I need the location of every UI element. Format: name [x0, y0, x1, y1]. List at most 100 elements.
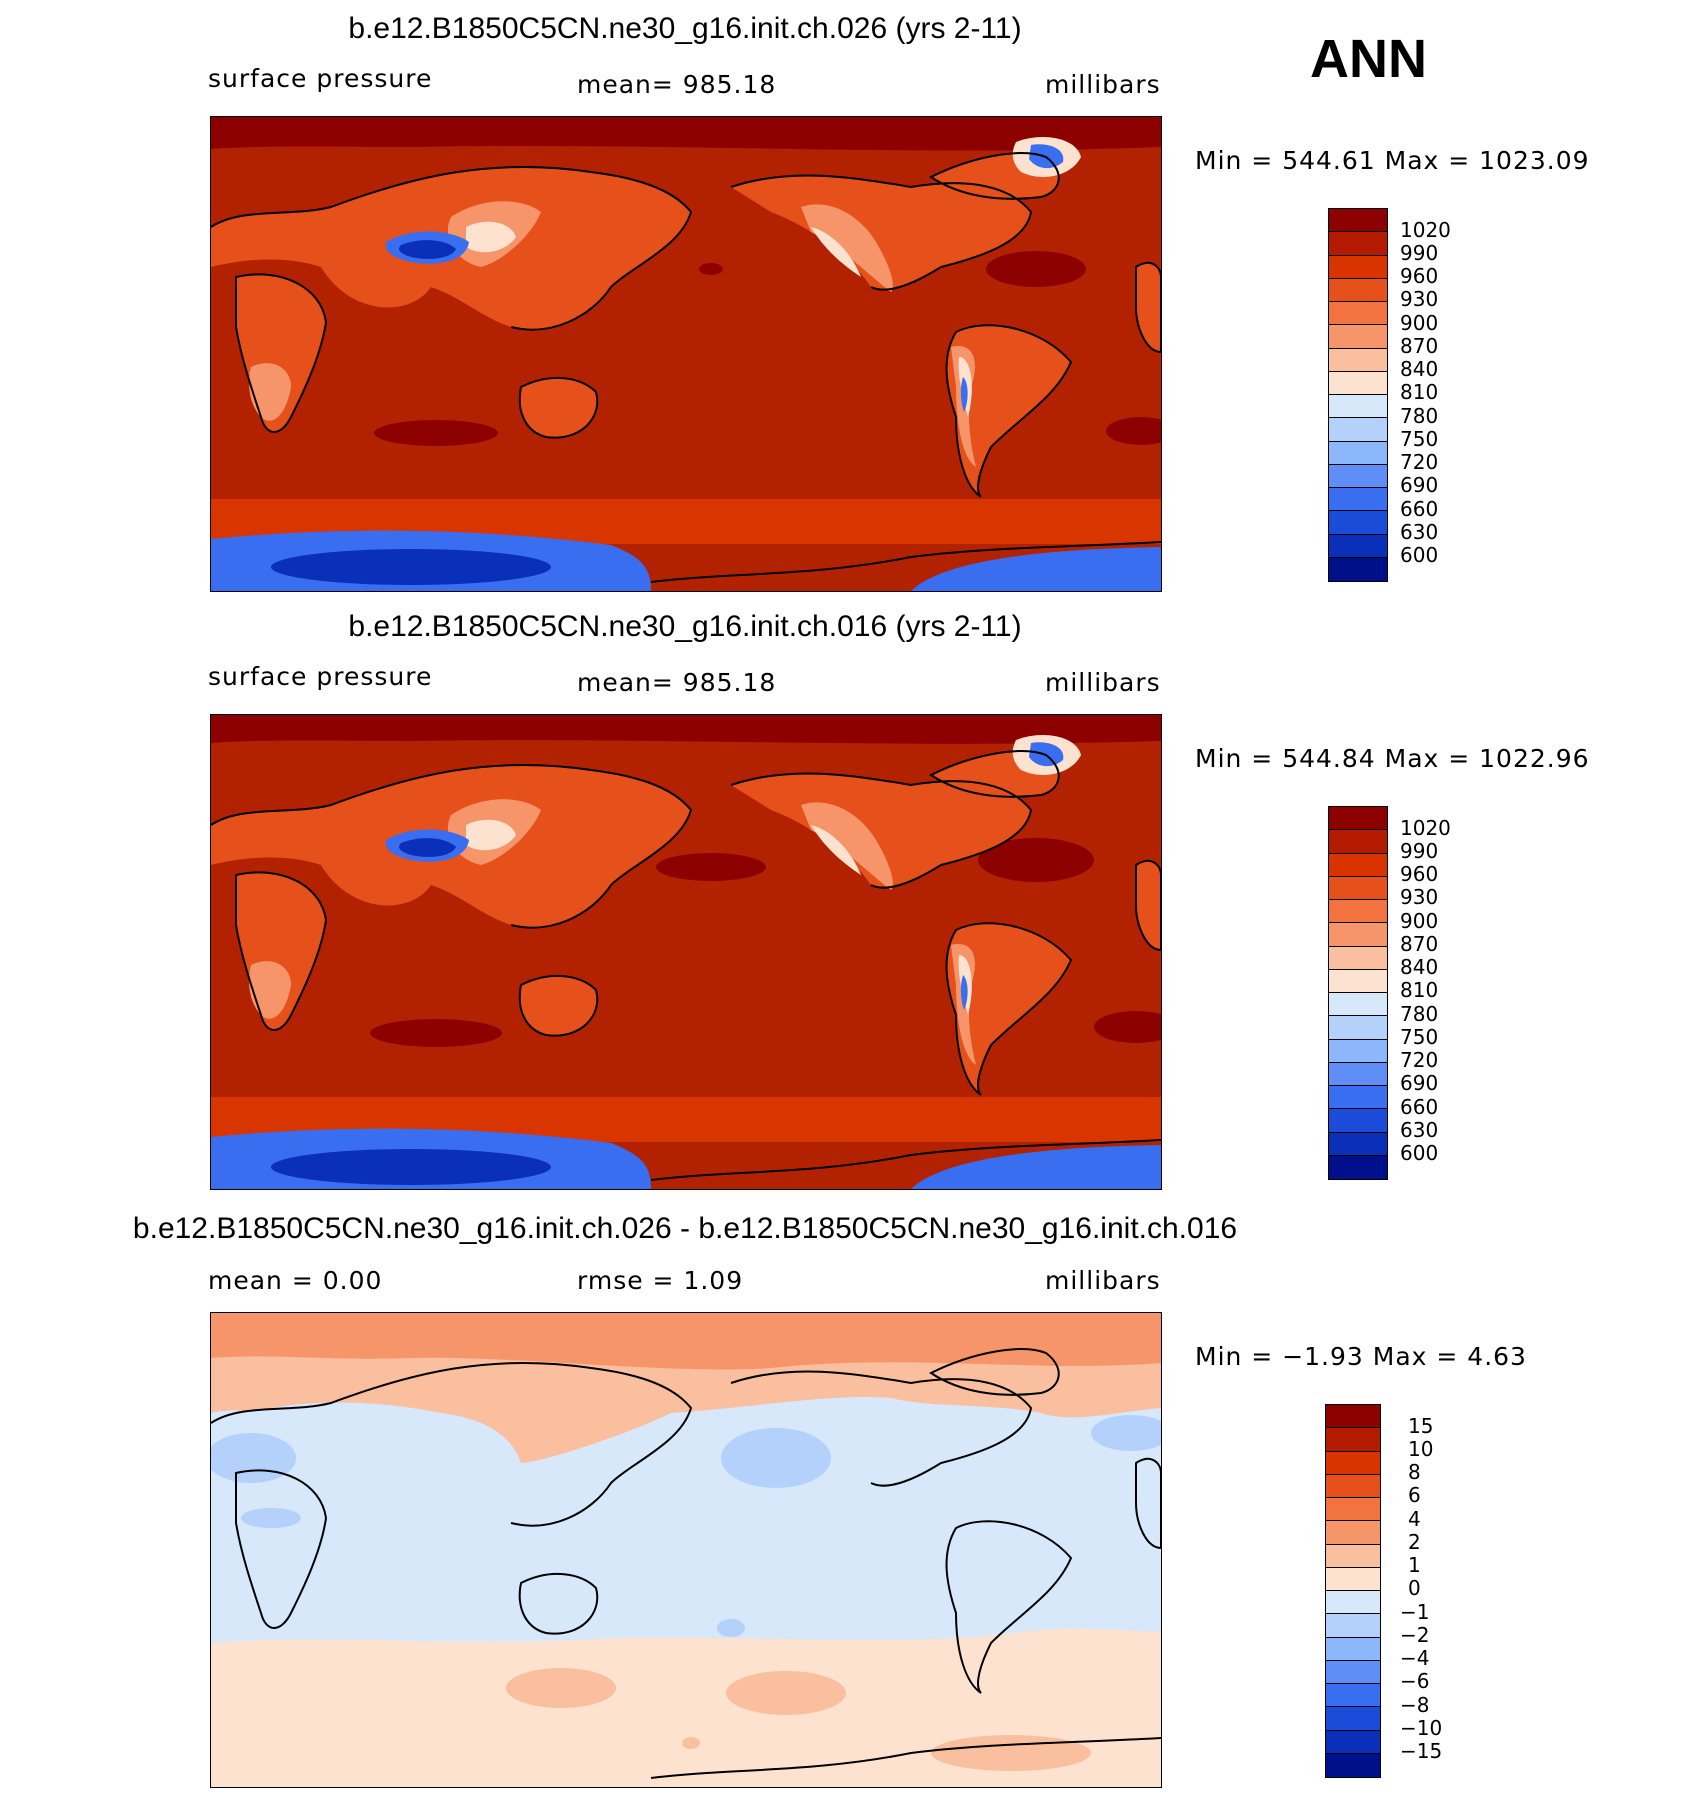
panel2-colorbar-swatch	[1329, 853, 1387, 877]
panel3-colorbar-swatch	[1326, 1521, 1380, 1545]
panel2-colorbar-swatch	[1329, 993, 1387, 1017]
panel2-colorbar-swatch	[1329, 807, 1387, 831]
panel3-units: millibars	[1045, 1266, 1161, 1295]
colorbar-tick-label: 1	[1408, 1553, 1421, 1577]
panel2-colorbar-swatch	[1329, 1155, 1387, 1179]
panel3-mean: mean = 0.00	[208, 1266, 383, 1295]
panel3-colorbar-swatch	[1326, 1614, 1380, 1638]
panel3-colorbar-swatch	[1326, 1707, 1380, 1731]
panel2-colorbar-swatch	[1329, 876, 1387, 900]
panel2-colorbar	[1328, 806, 1388, 1180]
colorbar-tick-label: 930	[1400, 287, 1439, 311]
colorbar-tick-label: 840	[1400, 357, 1439, 381]
colorbar-tick-label: 1020	[1400, 816, 1451, 840]
panel2-colorbar-swatch	[1329, 1039, 1387, 1063]
colorbar-tick-label: 660	[1400, 1095, 1439, 1119]
panel2-colorbar-swatch	[1329, 1016, 1387, 1040]
panel3-colorbar-swatch	[1326, 1730, 1380, 1754]
panel1-colorbar-swatch	[1329, 302, 1387, 326]
colorbar-tick-label: 870	[1400, 334, 1439, 358]
panel1-units: millibars	[1045, 70, 1161, 99]
panel1-colorbar-swatch	[1329, 488, 1387, 512]
panel1-colorbar-swatch	[1329, 371, 1387, 395]
colorbar-tick-label: 750	[1400, 1025, 1439, 1049]
panel1-variable: surface pressure	[208, 64, 433, 93]
panel3-colorbar-swatch	[1326, 1405, 1380, 1429]
panel1-colorbar-swatch	[1329, 464, 1387, 488]
panel2-colorbar-swatch	[1329, 900, 1387, 924]
panel1-title: b.e12.B1850C5CN.ne30_g16.init.ch.026 (yr…	[348, 12, 1022, 45]
panel3-colorbar-swatch	[1326, 1753, 1380, 1777]
panel1-colorbar-swatch	[1329, 418, 1387, 442]
panel1-colorbar-swatch	[1329, 255, 1387, 279]
colorbar-tick-label: 600	[1400, 543, 1439, 567]
panel2-title: b.e12.B1850C5CN.ne30_g16.init.ch.016 (yr…	[348, 610, 1022, 643]
colorbar-tick-label: 960	[1400, 862, 1439, 886]
colorbar-tick-label: 720	[1400, 1048, 1439, 1072]
colorbar-tick-label: 0	[1408, 1576, 1421, 1600]
colorbar-tick-label: −4	[1400, 1646, 1430, 1670]
panel3-colorbar-swatch	[1326, 1591, 1380, 1615]
colorbar-tick-label: 660	[1400, 497, 1439, 521]
panel2-minmax: Min = 544.84 Max = 1022.96	[1195, 744, 1590, 773]
panel2-colorbar-labels: 1020 990 960 930 900 870 840 810 780 750…	[1400, 806, 1460, 1178]
colorbar-tick-label: 690	[1400, 473, 1439, 497]
panel2-colorbar-swatch	[1329, 1132, 1387, 1156]
panel2-map-svg	[211, 715, 1161, 1189]
panel2-colorbar-swatch	[1329, 1062, 1387, 1086]
colorbar-tick-label: −8	[1400, 1693, 1430, 1717]
colorbar-tick-label: −15	[1400, 1739, 1443, 1763]
colorbar-tick-label: 1020	[1400, 218, 1451, 242]
colorbar-tick-label: 990	[1400, 241, 1439, 265]
colorbar-tick-label: 750	[1400, 427, 1439, 451]
panel1-map-svg	[211, 117, 1161, 591]
colorbar-tick-label: 960	[1400, 264, 1439, 288]
colorbar-tick-label: 870	[1400, 932, 1439, 956]
panel2-colorbar-swatch	[1329, 946, 1387, 970]
panel1-colorbar-swatch	[1329, 278, 1387, 302]
panel2-colorbar-swatch	[1329, 830, 1387, 854]
colorbar-tick-label: 690	[1400, 1071, 1439, 1095]
panel1-colorbar-swatch	[1329, 511, 1387, 535]
colorbar-tick-label: −10	[1400, 1716, 1443, 1740]
colorbar-tick-label: 15	[1408, 1414, 1434, 1438]
colorbar-tick-label: 600	[1400, 1141, 1439, 1165]
colorbar-tick-label: 630	[1400, 520, 1439, 544]
panel1-colorbar-swatch	[1329, 232, 1387, 256]
panel2-colorbar-swatch	[1329, 1109, 1387, 1133]
panel1-colorbar-swatch	[1329, 534, 1387, 558]
panel3-colorbar-swatch	[1326, 1637, 1380, 1661]
colorbar-tick-label: 810	[1400, 380, 1439, 404]
panel1-colorbar-swatch	[1329, 209, 1387, 233]
panel3-colorbar-labels: 15 10 8 6 4 2 1 0 −1 −2 −4 −6 −8 −10 −15	[1400, 1404, 1460, 1776]
panel3-colorbar-swatch	[1326, 1428, 1380, 1452]
panel1-colorbar	[1328, 208, 1388, 582]
colorbar-tick-label: 10	[1408, 1437, 1434, 1461]
colorbar-tick-label: 810	[1400, 978, 1439, 1002]
panel3-colorbar-swatch	[1326, 1544, 1380, 1568]
panel3-map	[210, 1312, 1162, 1788]
colorbar-tick-label: −2	[1400, 1623, 1430, 1647]
panel3-title: b.e12.B1850C5CN.ne30_g16.init.ch.026 - b…	[132, 1212, 1238, 1245]
colorbar-tick-label: 840	[1400, 955, 1439, 979]
panel3-rmse: rmse = 1.09	[577, 1266, 744, 1295]
colorbar-tick-label: 2	[1408, 1530, 1421, 1554]
panel1-colorbar-swatch	[1329, 395, 1387, 419]
panel3-colorbar	[1325, 1404, 1381, 1778]
colorbar-tick-label: 990	[1400, 839, 1439, 863]
panel2-map	[210, 714, 1162, 1190]
colorbar-tick-label: 720	[1400, 450, 1439, 474]
panel1-colorbar-swatch	[1329, 441, 1387, 465]
panel1-colorbar-swatch	[1329, 557, 1387, 581]
colorbar-tick-label: 930	[1400, 885, 1439, 909]
panel3-colorbar-swatch	[1326, 1660, 1380, 1684]
colorbar-tick-label: 780	[1400, 404, 1439, 428]
colorbar-tick-label: 6	[1408, 1483, 1421, 1507]
panel3-colorbar-swatch	[1326, 1498, 1380, 1522]
season-label: ANN	[1310, 29, 1427, 89]
panel3-minmax: Min = −1.93 Max = 4.63	[1195, 1342, 1527, 1371]
panel3-map-svg	[211, 1313, 1161, 1787]
panel2-mean: mean= 985.18	[577, 668, 777, 697]
panel1-map	[210, 116, 1162, 592]
